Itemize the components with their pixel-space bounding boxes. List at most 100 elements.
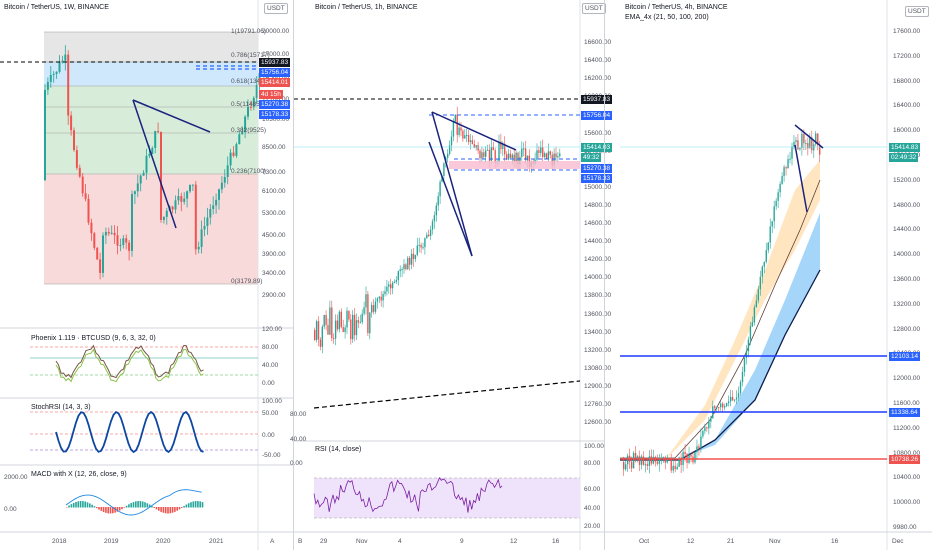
macd-bar	[130, 503, 132, 508]
candle	[344, 327, 346, 332]
hourly-chart-canvas[interactable]	[294, 0, 604, 550]
macd-bar	[105, 507, 107, 513]
candle	[509, 153, 512, 158]
candle	[116, 235, 119, 246]
trendline	[428, 141, 473, 257]
macd-bar	[79, 501, 82, 508]
candle	[336, 320, 339, 330]
price-axis-label: 16400.00	[584, 57, 612, 65]
phoenix-indicator-title[interactable]: Phoenix 1.119 · BTCUSD (9, 6, 3, 32, 0)	[31, 335, 156, 342]
chart-pane-hourly[interactable]: Bitcoin / TetherUS, 1h, BINANCE USDT RSI…	[290, 0, 613, 550]
macd-indicator-title[interactable]: MACD with X (12, 26, close, 9)	[31, 471, 127, 478]
candle	[186, 191, 189, 199]
macd-bar	[109, 507, 112, 514]
price-axis-label: 11200.00	[893, 424, 920, 432]
rsi-scale-label: 20.00	[584, 523, 601, 530]
candle	[500, 141, 502, 149]
candle	[388, 284, 390, 287]
price-axis-label: 3400.00	[262, 270, 286, 277]
candle	[787, 159, 789, 169]
price-axis-label: 14600.00	[584, 220, 612, 227]
candle	[513, 154, 515, 162]
candle	[753, 307, 756, 323]
price-axis-label: 14000.00	[893, 251, 921, 259]
left-scale-label: 80.00	[290, 411, 307, 418]
macd-bar	[153, 507, 155, 508]
candle	[160, 131, 162, 220]
candle	[680, 457, 682, 466]
candle	[157, 130, 160, 132]
macd-bar	[187, 503, 190, 508]
candle	[791, 146, 793, 159]
rsi-indicator-title[interactable]: RSI (14, close)	[315, 446, 362, 453]
candle	[424, 238, 426, 248]
price-axis-label: 13800.00	[584, 292, 612, 300]
candle	[632, 452, 635, 469]
price-axis-label: 16400.00	[893, 102, 921, 110]
stoch-scale-label: -50.00	[262, 452, 281, 459]
phoenix-scale-label: 0.00	[262, 380, 275, 387]
candle	[67, 54, 70, 116]
candle	[409, 257, 411, 265]
support-dashed-line	[313, 380, 581, 409]
candle	[464, 135, 466, 139]
currency-badge[interactable]: USDT	[582, 3, 606, 14]
candle	[735, 397, 738, 400]
macd-bar	[135, 501, 137, 508]
macd-bar	[176, 507, 178, 511]
candle	[226, 165, 229, 178]
candle	[481, 152, 483, 159]
pane-divider[interactable]	[293, 0, 294, 550]
4h-chart-canvas[interactable]	[605, 0, 932, 550]
chart-pane-4h[interactable]: Bitcoin / TetherUS, 4h, BINANCE EMA_4x (…	[605, 0, 932, 550]
candle	[416, 245, 418, 255]
candle	[725, 403, 728, 407]
candle	[507, 153, 510, 160]
candle	[145, 155, 148, 173]
stochrsi-indicator-title[interactable]: StochRSI (14, 3, 3)	[31, 404, 91, 411]
candle	[626, 455, 629, 465]
currency-badge[interactable]: USDT	[905, 6, 929, 17]
candle	[244, 116, 247, 132]
price-axis-label: 15000.00	[584, 183, 612, 191]
candle	[443, 163, 445, 177]
candle	[743, 357, 746, 372]
phoenix-line	[55, 348, 204, 383]
macd-bar	[112, 507, 114, 514]
candle	[797, 140, 799, 150]
price-axis-label: 12760.00	[584, 401, 612, 408]
candle	[401, 269, 403, 271]
candle	[706, 427, 708, 429]
candle	[390, 284, 392, 289]
pane-divider[interactable]	[604, 0, 605, 550]
macd-bar	[201, 502, 204, 508]
time-axis-label: 9	[460, 538, 464, 545]
candle	[494, 150, 496, 163]
macd-bar	[164, 507, 167, 514]
ema-indicator-title[interactable]: EMA_4x (21, 50, 100, 200)	[625, 14, 709, 21]
candle	[391, 282, 394, 289]
candle	[180, 196, 183, 202]
candle	[504, 143, 506, 155]
candle	[338, 311, 341, 330]
macd-bar	[160, 507, 162, 512]
weekly-chart-canvas[interactable]	[0, 0, 293, 550]
macd-bar	[181, 507, 183, 508]
macd-bar	[194, 501, 197, 508]
chart-pane-weekly[interactable]: Bitcoin / TetherUS, 1W, BINANCE USDT 200…	[0, 0, 293, 550]
candle	[131, 194, 133, 251]
candle	[698, 446, 700, 448]
candle	[363, 307, 365, 314]
time-axis-label: 29	[320, 538, 328, 545]
macd-bar	[174, 507, 176, 512]
candle	[557, 156, 559, 158]
currency-badge[interactable]: USDT	[264, 3, 288, 14]
candle	[426, 234, 428, 239]
candle	[551, 154, 553, 166]
price-axis-label: 12600.00	[584, 419, 612, 427]
candle	[502, 143, 504, 149]
candle	[162, 216, 165, 220]
candle	[486, 149, 489, 151]
price-tag-3: 49:32	[581, 153, 602, 162]
fib-zone-blue	[44, 62, 258, 86]
